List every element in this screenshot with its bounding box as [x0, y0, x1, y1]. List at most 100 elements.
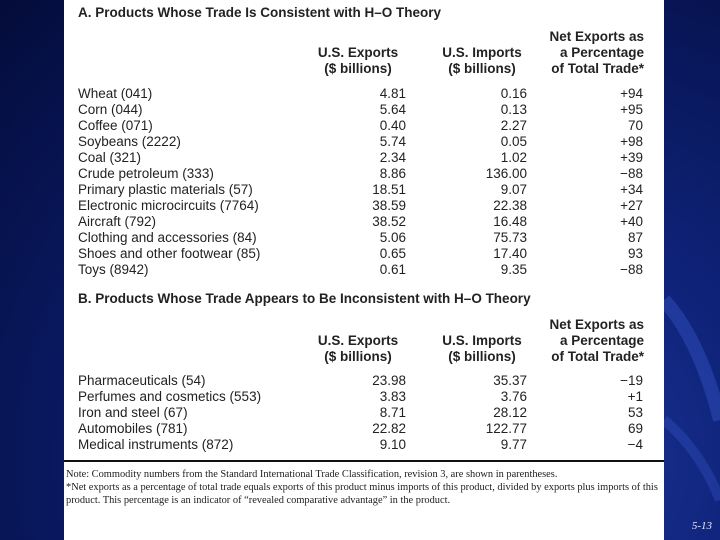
exports-value: 0.40	[379, 118, 406, 133]
section-b-header-imports: U.S. Imports ($ billions)	[442, 333, 522, 364]
exports-value: 3.83	[379, 389, 406, 404]
exports-value: 9.10	[379, 437, 406, 452]
table-row: Crude petroleum (333) 8.86 136.00 −88	[64, 166, 664, 182]
exports-value: 5.64	[379, 102, 406, 117]
net-value: 53	[627, 405, 643, 420]
table-notes: Note: Commodity numbers from the Standar…	[66, 468, 658, 507]
exports-value: 0.61	[379, 262, 406, 277]
slide-number: 5-13	[691, 520, 712, 532]
table-row: Iron and steel (67) 8.71 28.12 53	[64, 405, 664, 421]
product-name: Automobiles (781)	[78, 421, 188, 436]
trade-table-card: A. Products Whose Trade Is Consistent wi…	[64, 0, 664, 540]
table-row: Primary plastic materials (57) 18.51 9.07 +…	[64, 182, 664, 198]
section-a-header-exports: U.S. Exports ($ billions)	[317, 45, 399, 76]
table-row: Pharmaceuticals (54) 23.98 35.37 −19	[64, 373, 664, 389]
product-name: Crude petroleum (333)	[78, 166, 214, 181]
table-row: Perfumes and cosmetics (553) 3.83 3.76 +1	[64, 389, 664, 405]
section-b-title: B. Products Whose Trade Appears to Be In…	[78, 291, 531, 306]
product-name: Coffee (071)	[78, 118, 153, 133]
net-value: +34	[620, 182, 643, 197]
imports-value: 75.73	[493, 230, 527, 245]
table-row: Coal (321) 2.34 1.02 +39	[64, 150, 664, 166]
net-value: −88	[620, 262, 643, 277]
table-row: Automobiles (781) 22.82 122.77 69	[64, 421, 664, 437]
table-row: Soybeans (2222) 5.74 0.05 +98	[64, 134, 664, 150]
imports-value: 122.77	[485, 421, 527, 436]
net-value: 87	[627, 230, 643, 245]
product-name: Primary plastic materials (57)	[78, 182, 253, 197]
imports-value: 0.16	[500, 86, 527, 101]
product-name: Corn (044)	[78, 102, 143, 117]
table-row: Coffee (071) 0.40 2.27 70	[64, 118, 664, 134]
table-row: Medical instruments (872) 9.10 9.77 −4	[64, 437, 664, 453]
exports-value: 23.98	[372, 373, 406, 388]
net-value: +98	[620, 134, 643, 149]
table-row: Clothing and accessories (84) 5.06 75.73 87	[64, 230, 664, 246]
exports-value: 8.86	[379, 166, 406, 181]
product-name: Soybeans (2222)	[78, 134, 181, 149]
net-value: +94	[620, 86, 643, 101]
net-value: −4	[627, 437, 643, 452]
product-name: Electronic microcircuits (7764)	[78, 198, 259, 213]
net-value: +39	[620, 150, 643, 165]
net-value: +1	[627, 389, 643, 404]
net-value: −19	[620, 373, 643, 388]
imports-value: 1.02	[500, 150, 527, 165]
product-name: Clothing and accessories (84)	[78, 230, 257, 245]
imports-value: 0.05	[500, 134, 527, 149]
note-net-exports-definition: *Net exports as a percentage of total tr…	[66, 482, 658, 506]
imports-value: 9.77	[500, 437, 527, 452]
net-value: +40	[620, 214, 643, 229]
net-value: +95	[620, 102, 643, 117]
imports-value: 0.13	[500, 102, 527, 117]
imports-value: 2.27	[500, 118, 527, 133]
table-row: Electronic microcircuits (7764) 38.59 22.3…	[64, 198, 664, 214]
exports-value: 5.74	[379, 134, 406, 149]
table-row: Wheat (041) 4.81 0.16 +94	[64, 86, 664, 102]
imports-value: 22.38	[493, 198, 527, 213]
table-row: Shoes and other footwear (85) 0.65 17.40 93	[64, 246, 664, 262]
exports-value: 0.65	[379, 246, 406, 261]
note-commodity-numbers: Note: Commodity numbers from the Standar…	[66, 469, 558, 480]
table-row: Corn (044) 5.64 0.13 +95	[64, 102, 664, 118]
exports-value: 2.34	[379, 150, 406, 165]
imports-value: 136.00	[485, 166, 527, 181]
section-a-title: A. Products Whose Trade Is Consistent wi…	[78, 5, 442, 20]
exports-value: 38.52	[372, 214, 406, 229]
imports-value: 17.40	[493, 246, 527, 261]
product-name: Perfumes and cosmetics (553)	[78, 389, 262, 404]
net-value: 93	[627, 246, 643, 261]
section-b-header-exports: U.S. Exports ($ billions)	[317, 333, 399, 364]
section-a-header-imports: U.S. Imports ($ billions)	[442, 45, 522, 76]
product-name: Wheat (041)	[78, 86, 153, 101]
exports-value: 8.71	[379, 405, 406, 420]
imports-value: 16.48	[493, 214, 527, 229]
imports-value: 9.07	[500, 182, 527, 197]
exports-value: 38.59	[372, 198, 406, 213]
section-b-header-net: Net Exports as a Percentage of Total Tra…	[549, 317, 644, 364]
product-name: Shoes and other footwear (85)	[78, 246, 261, 261]
exports-value: 4.81	[379, 86, 406, 101]
table-row: Toys (8942) 0.61 9.35 −88	[64, 262, 664, 278]
product-name: Coal (321)	[78, 150, 142, 165]
net-value: 70	[627, 118, 643, 133]
notes-divider	[64, 460, 664, 462]
product-name: Aircraft (792)	[78, 214, 157, 229]
net-value: +27	[620, 198, 643, 213]
net-value: 69	[627, 421, 643, 436]
product-name: Medical instruments (872)	[78, 437, 234, 452]
imports-value: 3.76	[500, 389, 527, 404]
product-name: Toys (8942)	[78, 262, 149, 277]
product-name: Pharmaceuticals (54)	[78, 373, 206, 388]
imports-value: 35.37	[493, 373, 527, 388]
exports-value: 18.51	[372, 182, 406, 197]
net-value: −88	[620, 166, 643, 181]
imports-value: 9.35	[500, 262, 527, 277]
table-row: Aircraft (792) 38.52 16.48 +40	[64, 214, 664, 230]
product-name: Iron and steel (67)	[78, 405, 188, 420]
exports-value: 5.06	[379, 230, 406, 245]
imports-value: 28.12	[493, 405, 527, 420]
section-a-header-net: Net Exports as a Percentage of Total Tra…	[549, 29, 644, 76]
exports-value: 22.82	[372, 421, 406, 436]
